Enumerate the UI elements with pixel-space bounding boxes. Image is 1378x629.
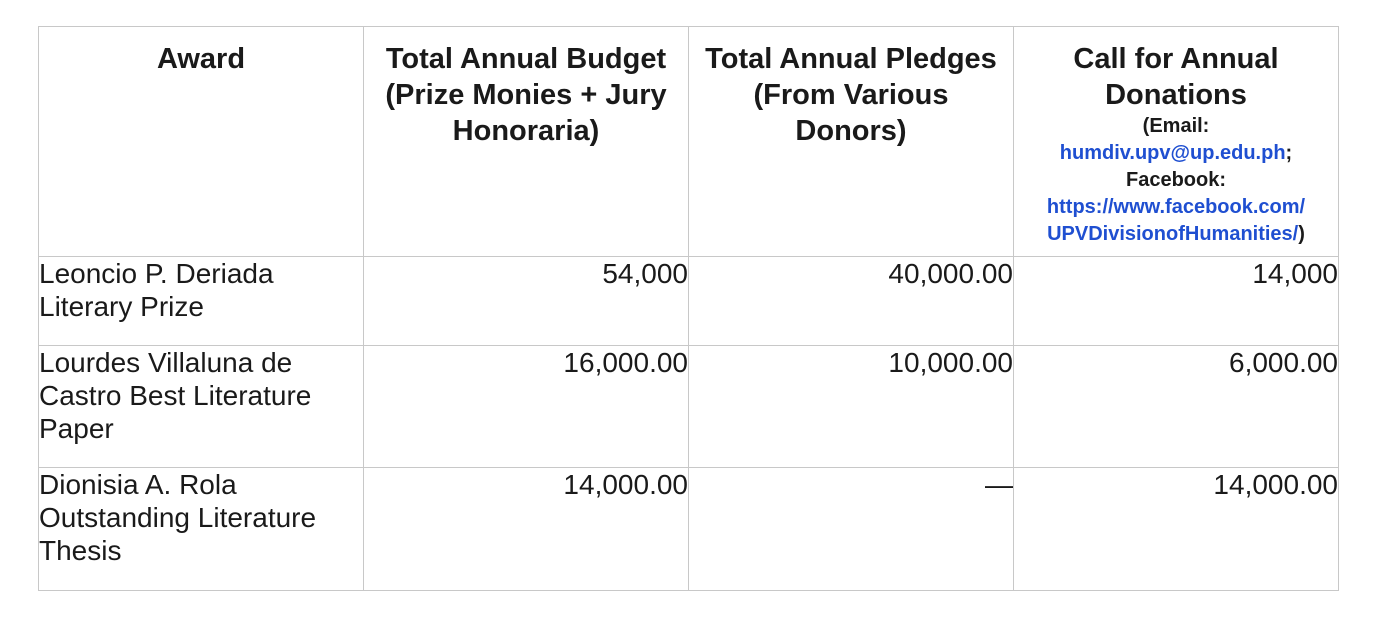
header-donations-title: Call for Annual Donations bbox=[1073, 43, 1279, 111]
budget-value: 54,000 bbox=[363, 256, 689, 346]
email-link[interactable]: humdiv.upv@up.edu.ph bbox=[1059, 142, 1286, 164]
email-suffix: ; bbox=[1285, 142, 1293, 164]
awards-table: Award Total Annual Budget (Prize Monies … bbox=[38, 26, 1339, 591]
award-name: Lourdes Villaluna de Castro Best Literat… bbox=[38, 345, 364, 468]
donations-value: 6,000.00 bbox=[1013, 345, 1339, 468]
facebook-label: Facebook: bbox=[1125, 169, 1227, 191]
header-pledges: Total Annual Pledges (From Various Donor… bbox=[688, 26, 1014, 257]
budget-value: 16,000.00 bbox=[363, 345, 689, 468]
table-row: Leoncio P. Deriada Literary Prize 54,000… bbox=[38, 256, 1339, 346]
budget-value: 14,000.00 bbox=[363, 467, 689, 591]
pledges-value: — bbox=[688, 467, 1014, 591]
table-row: Lourdes Villaluna de Castro Best Literat… bbox=[38, 345, 1339, 468]
header-award: Award bbox=[38, 26, 364, 257]
header-row: Award Total Annual Budget (Prize Monies … bbox=[38, 26, 1339, 257]
facebook-link[interactable]: https://www.facebook.com/UPVDivisionofHu… bbox=[1046, 196, 1306, 245]
email-prefix: (Email: bbox=[1142, 115, 1210, 137]
header-donations-contact: (Email: humdiv.upv@up.edu.ph; Facebook: htt… bbox=[1024, 113, 1328, 248]
pledges-value: 10,000.00 bbox=[688, 345, 1014, 468]
header-budget: Total Annual Budget (Prize Monies + Jury… bbox=[363, 26, 689, 257]
header-donations: Call for Annual Donations (Email: humdiv.… bbox=[1013, 26, 1339, 257]
table-row: Dionisia A. Rola Outstanding Literature … bbox=[38, 467, 1339, 591]
award-name: Leoncio P. Deriada Literary Prize bbox=[38, 256, 364, 346]
contact-close: ) bbox=[1298, 223, 1305, 245]
donations-value: 14,000.00 bbox=[1013, 467, 1339, 591]
donations-value: 14,000 bbox=[1013, 256, 1339, 346]
award-name: Dionisia A. Rola Outstanding Literature … bbox=[38, 467, 364, 591]
pledges-value: 40,000.00 bbox=[688, 256, 1014, 346]
